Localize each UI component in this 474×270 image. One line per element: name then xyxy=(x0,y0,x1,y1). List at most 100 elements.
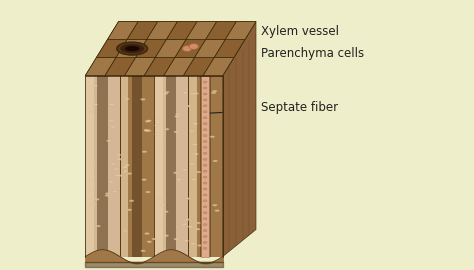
Ellipse shape xyxy=(184,240,189,242)
Circle shape xyxy=(203,134,207,137)
Ellipse shape xyxy=(127,173,132,174)
Ellipse shape xyxy=(190,130,194,132)
Polygon shape xyxy=(85,22,256,76)
Ellipse shape xyxy=(213,160,218,162)
Ellipse shape xyxy=(127,209,132,211)
Bar xyxy=(201,76,210,256)
Circle shape xyxy=(203,146,207,148)
Polygon shape xyxy=(214,40,245,58)
Ellipse shape xyxy=(155,124,159,126)
Polygon shape xyxy=(183,58,214,76)
Ellipse shape xyxy=(183,92,188,94)
Polygon shape xyxy=(189,76,197,256)
Ellipse shape xyxy=(194,93,199,94)
Ellipse shape xyxy=(191,178,196,180)
Circle shape xyxy=(203,93,207,95)
Ellipse shape xyxy=(122,167,127,168)
Circle shape xyxy=(203,182,207,184)
Ellipse shape xyxy=(129,200,134,202)
Circle shape xyxy=(203,212,207,214)
Ellipse shape xyxy=(193,153,198,155)
Circle shape xyxy=(203,87,207,89)
Circle shape xyxy=(203,241,207,244)
Ellipse shape xyxy=(146,120,151,122)
Ellipse shape xyxy=(175,113,180,115)
Circle shape xyxy=(203,99,207,101)
Polygon shape xyxy=(116,40,147,58)
Text: Septate fiber: Septate fiber xyxy=(208,102,338,114)
Circle shape xyxy=(203,170,207,172)
Ellipse shape xyxy=(146,130,151,132)
Ellipse shape xyxy=(112,191,117,193)
Polygon shape xyxy=(85,76,119,256)
Ellipse shape xyxy=(196,222,201,224)
Polygon shape xyxy=(203,58,234,76)
Circle shape xyxy=(203,117,207,119)
Ellipse shape xyxy=(114,168,118,170)
Polygon shape xyxy=(125,58,155,76)
Polygon shape xyxy=(155,76,163,256)
Polygon shape xyxy=(188,76,223,256)
Ellipse shape xyxy=(125,164,129,166)
Ellipse shape xyxy=(93,104,98,106)
Polygon shape xyxy=(155,40,186,58)
Ellipse shape xyxy=(177,179,182,181)
Polygon shape xyxy=(132,76,142,256)
Ellipse shape xyxy=(174,116,179,117)
Ellipse shape xyxy=(123,230,128,232)
Ellipse shape xyxy=(164,235,169,237)
Polygon shape xyxy=(147,22,177,40)
Ellipse shape xyxy=(144,130,149,132)
Ellipse shape xyxy=(197,245,202,247)
Ellipse shape xyxy=(145,120,150,122)
Ellipse shape xyxy=(211,92,216,94)
Circle shape xyxy=(203,111,207,113)
Polygon shape xyxy=(206,22,237,40)
Text: Xylem vessel: Xylem vessel xyxy=(149,25,339,46)
Ellipse shape xyxy=(89,180,93,182)
Ellipse shape xyxy=(193,123,198,125)
Ellipse shape xyxy=(188,226,193,228)
Ellipse shape xyxy=(96,225,100,227)
Ellipse shape xyxy=(120,44,144,53)
Circle shape xyxy=(203,81,207,83)
Ellipse shape xyxy=(152,238,156,240)
Ellipse shape xyxy=(195,228,200,230)
Ellipse shape xyxy=(93,85,98,87)
Ellipse shape xyxy=(105,193,110,195)
Ellipse shape xyxy=(212,204,217,206)
Polygon shape xyxy=(136,40,166,58)
Polygon shape xyxy=(86,76,94,256)
Ellipse shape xyxy=(105,195,109,197)
Ellipse shape xyxy=(123,166,128,168)
Circle shape xyxy=(203,218,207,220)
Ellipse shape xyxy=(91,205,95,207)
Ellipse shape xyxy=(182,223,187,225)
Polygon shape xyxy=(119,76,154,256)
Ellipse shape xyxy=(189,43,199,49)
Polygon shape xyxy=(164,58,194,76)
Polygon shape xyxy=(225,22,256,40)
Circle shape xyxy=(203,158,207,160)
Polygon shape xyxy=(105,58,136,76)
Ellipse shape xyxy=(161,204,166,206)
Circle shape xyxy=(203,176,207,178)
Ellipse shape xyxy=(182,169,187,171)
Polygon shape xyxy=(194,40,225,58)
Ellipse shape xyxy=(163,93,168,94)
Ellipse shape xyxy=(111,126,116,128)
Ellipse shape xyxy=(89,111,94,113)
Circle shape xyxy=(203,230,207,232)
Polygon shape xyxy=(85,76,223,256)
Ellipse shape xyxy=(215,210,219,212)
Ellipse shape xyxy=(144,129,148,131)
Ellipse shape xyxy=(142,179,146,181)
Ellipse shape xyxy=(164,211,168,213)
Ellipse shape xyxy=(118,175,122,177)
Circle shape xyxy=(203,224,207,226)
Polygon shape xyxy=(108,22,138,40)
Ellipse shape xyxy=(190,93,195,95)
Circle shape xyxy=(203,164,207,166)
Ellipse shape xyxy=(115,174,120,176)
Ellipse shape xyxy=(145,233,149,235)
